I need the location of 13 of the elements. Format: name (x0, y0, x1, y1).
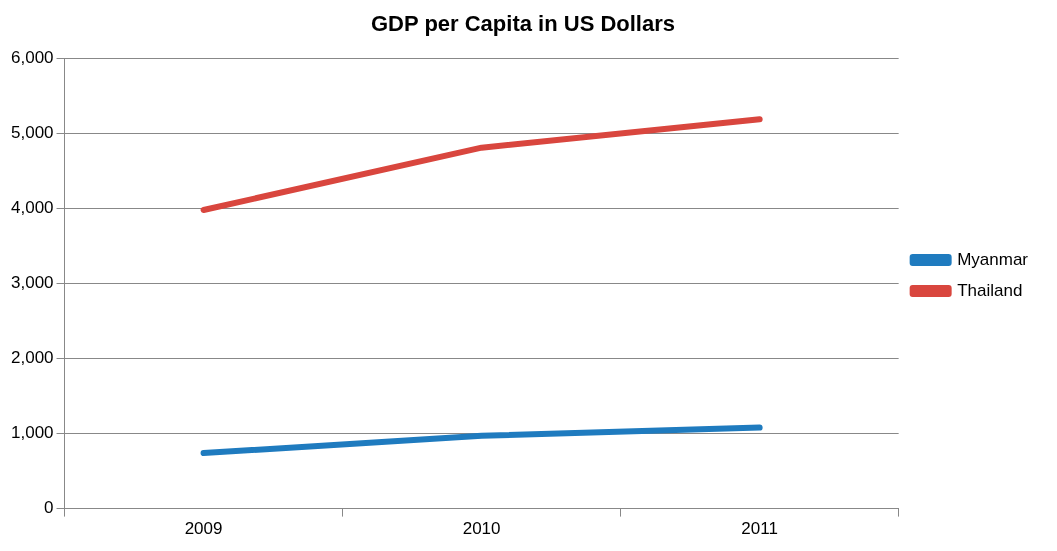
y-tick-label: 5,000 (10, 123, 54, 143)
x-tick-label: 2009 (184, 519, 223, 539)
y-tick-label: 1,000 (10, 423, 54, 443)
x-tick-label: 2010 (462, 519, 501, 539)
legend-label: Thailand (957, 280, 1023, 300)
y-tick-label: 2,000 (10, 348, 54, 368)
y-tick-label: 4,000 (10, 198, 54, 218)
x-tick-label: 2011 (741, 519, 778, 539)
legend-label: Myanmar (957, 249, 1029, 269)
y-tick-label: 6,000 (10, 48, 54, 68)
chart-title: GDP per Capita in US Dollars (370, 11, 676, 37)
y-tick-label: 3,000 (10, 273, 54, 293)
y-tick-label: 0 (44, 498, 54, 518)
